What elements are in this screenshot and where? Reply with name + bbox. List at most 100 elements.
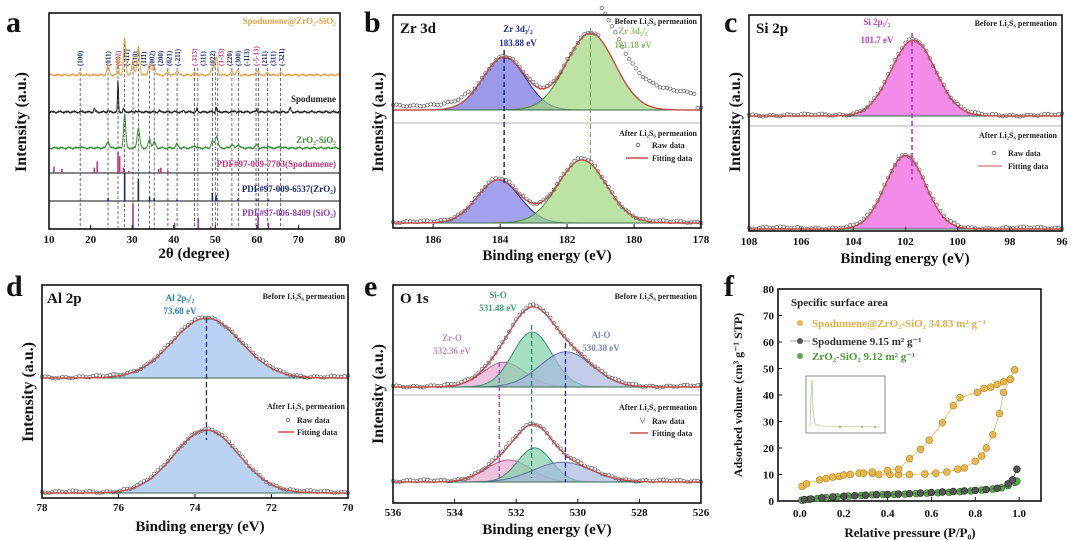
raw-data-point (781, 224, 786, 229)
raw-data-point (459, 95, 464, 100)
x-tick-label: 80 (335, 234, 347, 246)
peak-label-si-o: Si-O (489, 290, 507, 300)
raw-data-point (332, 373, 337, 378)
legend-fit-label: Fitting data (652, 429, 692, 438)
raw-data-point (490, 356, 495, 361)
legend-fit-label: Fitting data (652, 154, 692, 163)
x-tick-label: 60 (251, 234, 263, 246)
raw-data-point (425, 103, 430, 108)
isotherm-point (949, 487, 957, 496)
hkl-label: (021) (166, 50, 174, 66)
x-tick-label: 534 (446, 507, 463, 519)
raw-data-point (223, 324, 228, 329)
raw-data-point (250, 467, 255, 472)
panel-b-zr3d: 186 184 182 180 178 (390, 6, 710, 246)
isotherm-point (807, 495, 815, 503)
raw-data-point (1011, 113, 1016, 118)
y-tick-label: 20 (763, 443, 775, 455)
panel-title-c: Si 2p (756, 21, 788, 37)
raw-data-point (418, 104, 423, 109)
hkl-label: (300) (234, 50, 242, 66)
isotherm-point (1006, 375, 1014, 383)
isotherm-point (949, 401, 957, 410)
fit-component-al-2p- (42, 429, 348, 494)
raw-data-point (613, 30, 618, 35)
raw-data-point (503, 335, 508, 340)
peak-value-zr3d52: 181.18 eV (614, 40, 652, 50)
inset-point (874, 426, 876, 428)
raw-data-point (517, 191, 522, 196)
isotherm-point (846, 470, 854, 479)
isotherm-point (850, 492, 859, 500)
x-tick-label: 76 (113, 502, 125, 514)
peak-label-al-o: Al-O (592, 330, 611, 340)
raw-data-point (469, 200, 474, 205)
isotherm-point (980, 384, 988, 393)
raw-data-point (449, 99, 454, 104)
x-axis-label-c: Binding energy (eV) (840, 251, 969, 267)
peak-label-zr-o: Zr-O (442, 333, 462, 343)
isotherm-point (982, 485, 990, 494)
panel-d-al2p: 78 76 74 72 70 (37, 284, 355, 514)
isotherm-point (800, 496, 808, 504)
x-tick-label: 74 (190, 502, 202, 514)
x-tick-label: 186 (425, 234, 442, 246)
isotherm-point (989, 431, 997, 439)
isotherm-point (938, 488, 947, 496)
raw-data-point (425, 218, 430, 223)
isotherm-point (883, 466, 892, 475)
raw-data-point (889, 169, 894, 174)
hkl-label: (-321) (278, 48, 286, 66)
isotherm-point (943, 468, 951, 476)
raw-data-point (411, 103, 416, 108)
x-tick-label: 0.8 (968, 508, 982, 520)
fitting-envelope (42, 429, 348, 494)
y-axis-label-a: Intensity (a.u.) (13, 72, 30, 172)
raw-data-point (976, 110, 981, 115)
legend-fit-label: Fitting data (297, 428, 337, 437)
panel-a-xrd: (100) (011) (002) (-111) (110) (111) (002) (200… (44, 12, 347, 246)
raw-data-point (558, 330, 563, 335)
peak-value-zr3d32: 183.88 eV (499, 38, 537, 48)
raw-data-point (414, 103, 419, 108)
legend-raw-label: Raw data (652, 417, 685, 426)
raw-data-point (668, 86, 673, 91)
y-tick-label: 0 (769, 496, 775, 508)
raw-data-point (551, 187, 556, 192)
y-tick-label: 10 (763, 470, 775, 482)
raw-data-point (616, 201, 621, 206)
raw-data-point (483, 364, 488, 369)
y-tick-label: 50 (763, 364, 775, 376)
raw-data-point (555, 75, 560, 80)
raw-data-point (760, 225, 765, 230)
peak-label-zr3d52: Zr 3d₅/₂ (618, 26, 648, 36)
x-tick-label: 70 (343, 502, 355, 514)
raw-data-point (575, 349, 580, 354)
x-tick-label: 70 (293, 234, 305, 246)
y-axis-label-b: Intensity (a.u.) (370, 72, 387, 172)
raw-data-point (394, 102, 399, 107)
inset-point (861, 426, 863, 428)
hkl-label: (002) (149, 50, 157, 66)
isotherm-point (956, 393, 964, 402)
fitting-envelope (393, 306, 701, 388)
raw-data-point (233, 333, 238, 338)
x-tick-label: 30 (127, 234, 139, 246)
raw-data-point (555, 326, 560, 331)
raw-data-point (616, 37, 621, 42)
raw-data-point (757, 226, 762, 231)
raw-data-point (486, 360, 491, 365)
raw-data-point (657, 218, 662, 223)
isotherm-point (875, 470, 883, 479)
state-label-before: Before Li₂S₆ permeation (975, 19, 1058, 28)
legend-marker-spodumene (797, 338, 803, 344)
y-tick-label: 80 (763, 284, 775, 296)
isotherm-point (872, 490, 881, 499)
legend-fit-label: Fitting data (1008, 162, 1048, 171)
raw-data-point (490, 62, 495, 67)
y-tick-label: 60 (763, 337, 775, 349)
raw-data-point (479, 188, 484, 193)
peak-value-al-o: 530.38 eV (582, 343, 620, 353)
raw-data-point (1046, 111, 1051, 116)
raw-data-point (764, 225, 769, 230)
